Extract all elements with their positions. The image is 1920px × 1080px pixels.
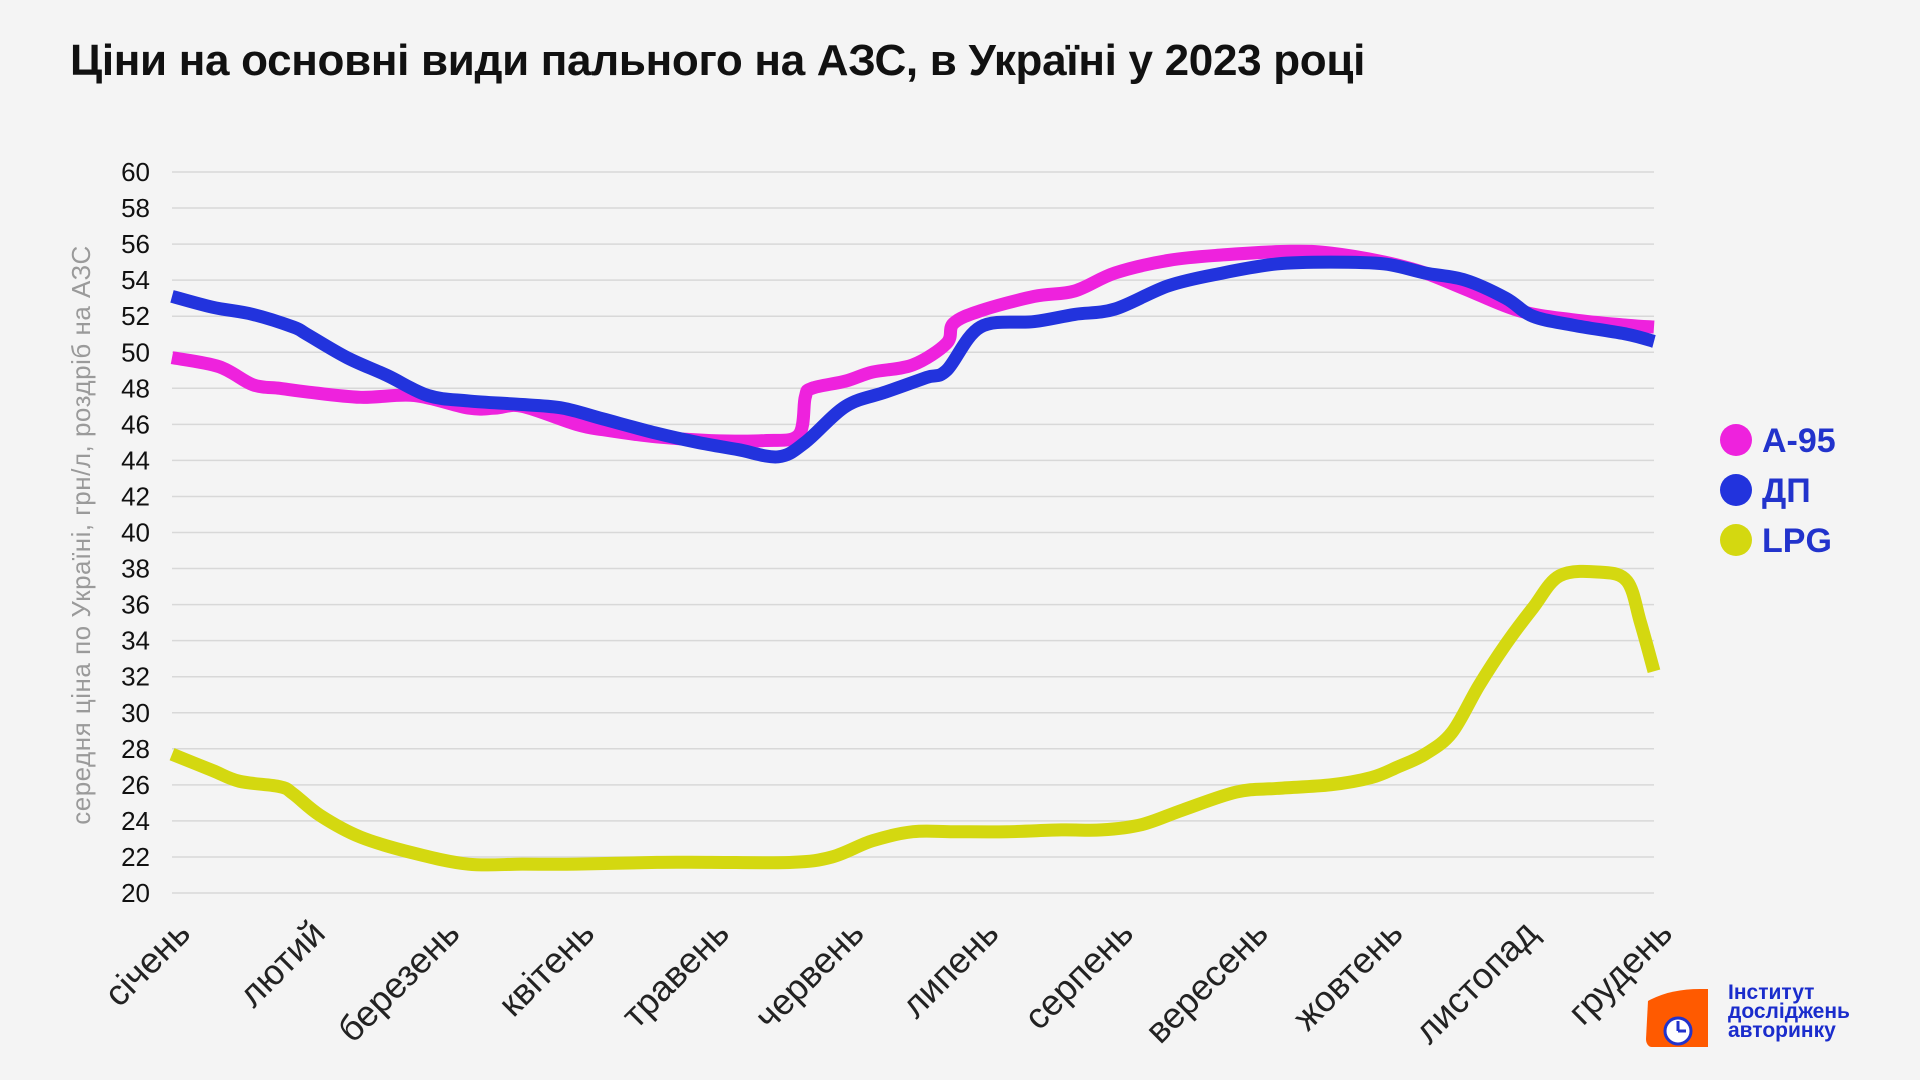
y-axis-label: середня ціна по Україні, грн/л, роздріб … (66, 245, 96, 825)
series-lines (169, 244, 1661, 872)
x-tick-label: вересень (1137, 912, 1276, 1051)
y-tick-label: 38 (121, 554, 150, 584)
x-tick-label: червень (746, 912, 871, 1037)
x-tick-label: листопад (1406, 912, 1545, 1051)
x-tick-label: лютий (230, 912, 332, 1014)
x-tick-label: січень (96, 912, 198, 1014)
y-tick-label: 46 (121, 409, 150, 439)
y-tick-label: 44 (121, 445, 150, 475)
legend-marker-ДП (1720, 474, 1752, 506)
y-tick-label: 52 (121, 301, 150, 331)
y-tick-label: 32 (121, 662, 150, 692)
y-tick-label: 58 (121, 193, 150, 223)
chart-title: Ціни на основні види пального на АЗС, в … (70, 36, 1366, 85)
y-tick-label: 48 (121, 373, 150, 403)
car-logo-icon (1646, 989, 1708, 1047)
x-tick-label: травень (613, 912, 737, 1036)
y-tick-label: 42 (121, 481, 150, 511)
y-axis-ticks: 20 22 24 26 28 30 32 34 36 38 40 42 44 46 48 50 52 54 56 58… (121, 157, 150, 908)
legend: А-95 ДП LPG (1720, 422, 1836, 560)
y-tick-label: 56 (121, 229, 150, 259)
y-tick-label: 22 (121, 842, 150, 872)
legend-marker-LPG (1720, 524, 1752, 556)
y-tick-label: 34 (121, 626, 150, 656)
brand-name: Інститут досліджень авторинку (1728, 981, 1850, 1042)
series-line-ДП (170, 255, 1656, 464)
y-tick-label: 30 (121, 698, 150, 728)
y-tick-label: 28 (121, 734, 150, 764)
legend-label-LPG: LPG (1762, 522, 1832, 560)
y-tick-label: 20 (121, 878, 150, 908)
legend-label-ДП: ДП (1762, 472, 1811, 510)
x-tick-label: березень (329, 912, 467, 1050)
legend-marker-A-95 (1720, 424, 1752, 456)
y-tick-label: 36 (121, 590, 150, 620)
legend-label-A-95: А-95 (1762, 422, 1836, 460)
x-tick-label: липень (893, 912, 1006, 1025)
x-tick-label: квітень (490, 912, 602, 1024)
series-line-LPG (169, 564, 1661, 872)
x-tick-label: жовтень (1285, 912, 1411, 1038)
y-tick-label: 40 (121, 518, 150, 548)
y-tick-label: 60 (121, 157, 150, 187)
y-tick-label: 50 (121, 337, 150, 367)
y-tick-label: 24 (121, 806, 150, 836)
y-tick-label: 26 (121, 770, 150, 800)
y-tick-label: 54 (121, 265, 150, 295)
x-tick-label: серпень (1016, 912, 1141, 1037)
brand-logo-block: Інститут досліджень авторинку (1642, 981, 1850, 1049)
